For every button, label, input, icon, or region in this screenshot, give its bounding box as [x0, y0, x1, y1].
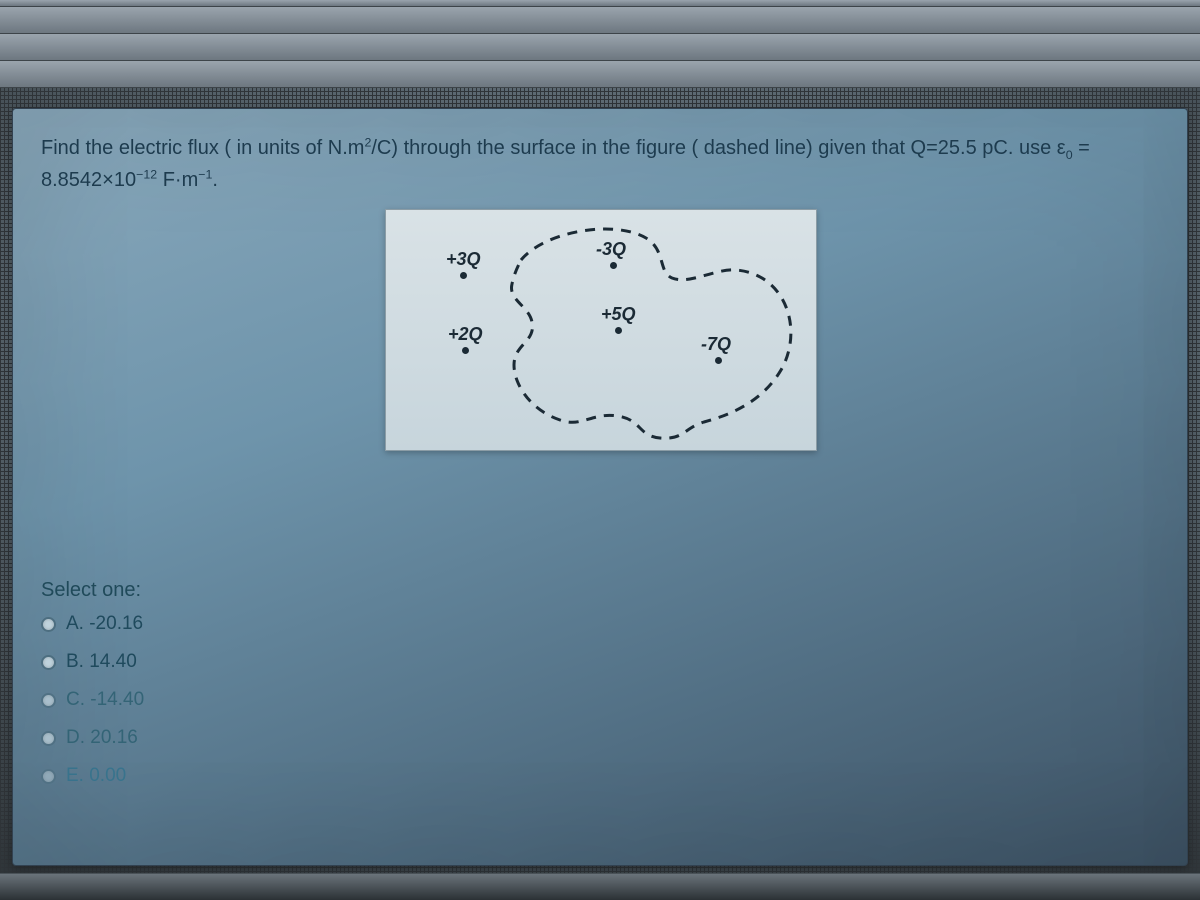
answer-text: D. 20.16 [66, 727, 138, 749]
answer-option-c[interactable]: C. -14.40 [41, 689, 144, 711]
answer-option-a[interactable]: A. -20.16 [41, 613, 144, 635]
charge-label: +2Q [448, 325, 483, 343]
answer-options: A. -20.16 B. 14.40 C. -14.40 D. 20.16 E. 0.0… [41, 613, 144, 787]
answer-option-b[interactable]: B. 14.40 [41, 651, 144, 673]
q-sub0: 0 [1066, 148, 1073, 162]
charge-point-icon [460, 272, 467, 279]
q-line1-post: = [1073, 137, 1090, 159]
charge-point-icon [462, 347, 469, 354]
answer-text: B. 14.40 [66, 651, 137, 673]
charge-label: -3Q [596, 240, 626, 258]
window-chrome-bottom [0, 873, 1200, 900]
q-line1-pre: Find the electric flux ( in units of N.m [41, 137, 364, 159]
closed-surface-dashed [511, 229, 790, 438]
top-bar-3 [0, 34, 1200, 61]
window-chrome-top [0, 0, 1200, 88]
q-line2-mid: F·m [157, 169, 198, 191]
answer-text: E. 0.00 [66, 765, 126, 787]
answer-text: A. -20.16 [66, 613, 143, 635]
charge-label: +3Q [446, 250, 481, 268]
charge-point-icon [615, 327, 622, 334]
answer-radio-c[interactable] [41, 693, 56, 708]
q-line1-mid: /C) through the surface in the figure ( … [371, 137, 1065, 159]
charge-label: +5Q [601, 305, 636, 323]
answer-radio-d[interactable] [41, 731, 56, 746]
charge-label: -7Q [701, 335, 731, 353]
answer-text: C. -14.40 [66, 689, 144, 711]
q-line2-pre: 8.8542×10 [41, 169, 136, 191]
q-exp: −12 [136, 168, 157, 182]
answer-option-d[interactable]: D. 20.16 [41, 727, 144, 749]
figure-box: +3Q -3Q +5Q +2Q -7Q [385, 209, 817, 451]
top-bar-1 [0, 0, 1200, 7]
charge-point-icon [610, 262, 617, 269]
answer-radio-e[interactable] [41, 769, 56, 784]
question-panel: Find the electric flux ( in units of N.m… [12, 108, 1188, 866]
top-bar-4 [0, 61, 1200, 88]
answer-radio-b[interactable] [41, 655, 56, 670]
q-line2-post: . [212, 169, 218, 191]
answer-option-e[interactable]: E. 0.00 [41, 765, 144, 787]
select-one-label: Select one: [41, 579, 141, 602]
q-exp2: −1 [198, 168, 212, 182]
charge-point-icon [715, 357, 722, 364]
question-text: Find the electric flux ( in units of N.m… [41, 133, 1141, 196]
answer-radio-a[interactable] [41, 617, 56, 632]
top-bar-2 [0, 7, 1200, 34]
